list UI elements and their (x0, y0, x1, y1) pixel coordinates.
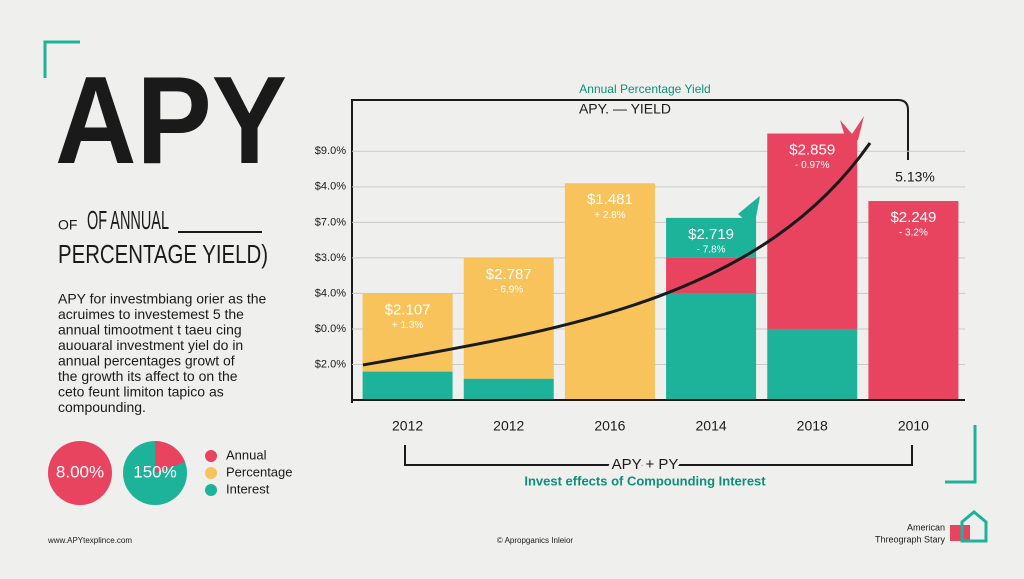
description-line: auouaral investment yiel do in (58, 337, 243, 353)
donut (48, 441, 112, 505)
y-tick-label: $9.0% (315, 145, 346, 157)
bar-label: $2.107 (385, 301, 431, 318)
subtitle-prefix: OF (58, 217, 77, 233)
bar-label: - 6.9% (494, 285, 523, 296)
x-tick-label: 2012 (493, 418, 524, 434)
bar-label: $2.719 (688, 226, 734, 243)
bracket (404, 445, 913, 466)
y-tick-label: $4.0% (315, 287, 346, 299)
bar-label: $1.481 (587, 191, 633, 208)
footer-text: Threograph Stary (875, 534, 946, 544)
subtitle-line: PERCENTAGE YIELD) (58, 239, 268, 269)
bar-label: + 2.8% (594, 210, 626, 221)
bar-segment (564, 183, 655, 400)
description-line: annual percentages growt of (58, 353, 235, 369)
x-tick-label: 2016 (594, 418, 625, 434)
donut-label: 150% (133, 462, 176, 481)
logo (960, 510, 988, 543)
trend-curve (362, 142, 872, 367)
chart-subtitle: APY. — YIELD (579, 101, 671, 117)
bar-label: - 0.97% (795, 160, 830, 171)
y-tick-label: $3.0% (315, 252, 346, 264)
arrow-flag (738, 196, 760, 228)
legend-swatch (205, 450, 217, 462)
y-tick-label: $7.0% (315, 216, 346, 228)
bar-segment (362, 371, 453, 400)
description-line: compounding. (58, 399, 146, 415)
bar-label: + 1.3% (392, 320, 424, 331)
bar-label: $2.859 (789, 141, 835, 158)
legend-label: Percentage (226, 464, 293, 479)
description-line: the growth its affect to on the (58, 368, 238, 384)
footer-text: American (907, 522, 945, 532)
chart-frame (351, 99, 909, 403)
x-tick-label: 2018 (797, 418, 828, 434)
label-box (666, 217, 757, 258)
subtitle-line: OF ANNUAL (87, 205, 169, 235)
bar-label: $2.787 (486, 266, 532, 283)
main-title: APY (55, 52, 287, 190)
legend: Annual Percentage Interest (205, 447, 293, 496)
bar-segment (666, 293, 757, 400)
y-tick-label: $2.0% (315, 358, 346, 370)
x-tick-label: 2012 (392, 418, 423, 434)
donut-label: 8.00% (56, 462, 104, 481)
bar-segment (767, 328, 858, 400)
arrow-flag (840, 116, 864, 140)
y-tick-label: $0.0% (315, 323, 346, 335)
bracket-label: APY + PY (612, 456, 679, 473)
description: APY for investmbiang orier as theacruime… (58, 291, 267, 416)
legend-label: Interest (226, 481, 270, 496)
caption: Invest effects of Compounding Interest (524, 473, 766, 488)
description-line: APY for investmbiang orier as the (58, 291, 267, 307)
bar-label: - 7.8% (697, 245, 726, 256)
bar-label: $2.249 (890, 209, 936, 226)
legend-swatch (205, 467, 217, 479)
corner-bracket (945, 425, 977, 484)
x-tick-label: 2014 (696, 418, 727, 434)
bar-segment (463, 257, 554, 379)
legend-label: Annual (226, 447, 267, 462)
bar-segment (868, 201, 959, 400)
description-line: annual timootment t taeu cing (58, 322, 242, 338)
donut-wedge (155, 441, 185, 473)
y-tick-label: $4.0% (315, 181, 346, 193)
chart: $2.0% $0.0% $4.0% $3.0% $7.0% $4.0% $9.0% $2.10… (315, 116, 965, 434)
description-line: ceto feunt limiton tapico as (58, 384, 224, 400)
corner-bracket (43, 40, 80, 78)
x-tick-label: 2010 (898, 418, 929, 434)
bar-segment (463, 378, 554, 400)
bar-label: - 3.2% (899, 228, 928, 239)
logo (950, 525, 970, 541)
annotation: 5.13% (895, 169, 935, 185)
footer-text: © Apropganics Inleior (497, 536, 573, 545)
footer-text: www.APYtexplince.com (47, 536, 132, 545)
description-line: acruimes to investemest 5 the (58, 306, 244, 322)
chart-title: Annual Percentage Yield (579, 82, 710, 96)
legend-swatch (205, 484, 217, 496)
